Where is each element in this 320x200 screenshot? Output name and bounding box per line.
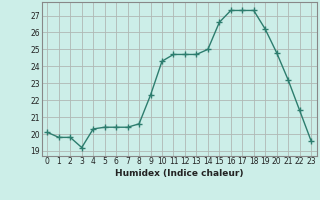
X-axis label: Humidex (Indice chaleur): Humidex (Indice chaleur)	[115, 169, 244, 178]
